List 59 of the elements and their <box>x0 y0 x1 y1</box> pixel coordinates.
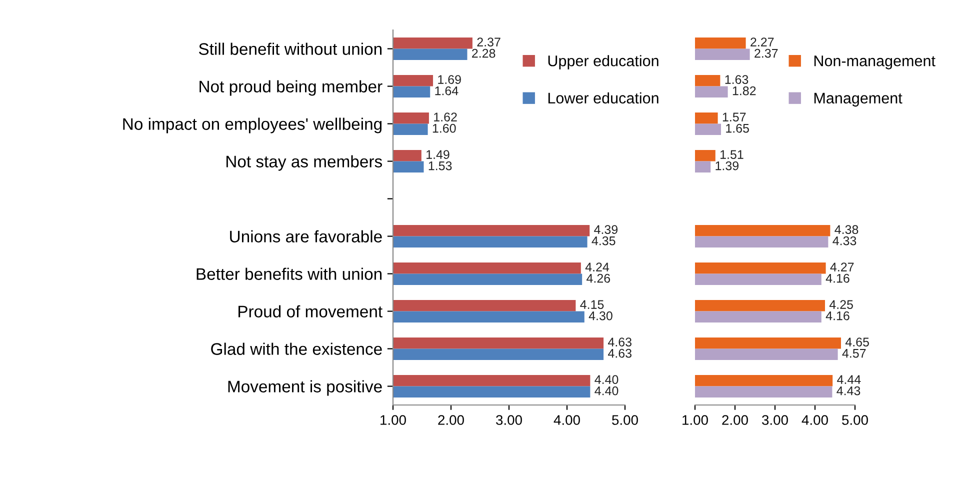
y-tick-label: Still benefit without union <box>198 42 382 55</box>
x-tick-label: 2.00 <box>722 415 748 425</box>
data-label: 4.43 <box>836 386 860 396</box>
data-label: 1.69 <box>438 75 461 84</box>
x-tick-label: 4.00 <box>802 415 828 425</box>
data-label: 4.65 <box>845 338 869 346</box>
data-label: 1.63 <box>725 75 748 84</box>
data-label: 4.63 <box>608 348 632 358</box>
data-label: 2.37 <box>477 38 500 46</box>
legend-label: Management <box>814 92 902 107</box>
y-tick-label: Not proud being member <box>200 80 382 96</box>
data-label: 1.82 <box>732 86 756 96</box>
legend-label: Lower education <box>548 92 658 104</box>
legend-label: Non-management <box>814 56 936 70</box>
data-label: 2.37 <box>754 48 778 58</box>
legend-label: Upper education <box>548 55 658 70</box>
data-label: 1.53 <box>428 161 452 170</box>
y-tick-label: Not stay as members <box>226 155 382 171</box>
data-label: 1.57 <box>722 112 746 122</box>
data-label: 4.40 <box>594 375 618 384</box>
data-label: 4.57 <box>842 349 866 358</box>
data-label: 4.39 <box>594 225 618 234</box>
data-label: 4.35 <box>592 236 616 246</box>
x-tick-label: 5.00 <box>842 415 868 425</box>
x-tick-label: 1.00 <box>682 415 708 425</box>
data-label: 4.15 <box>580 300 604 309</box>
data-label: 4.30 <box>588 311 612 320</box>
y-tick-label: Glad with the existence <box>211 342 382 355</box>
data-label: 4.33 <box>832 236 856 246</box>
y-tick-label: Unions are favorable <box>230 230 382 242</box>
data-label: 1.51 <box>720 150 744 159</box>
data-label: 2.28 <box>472 48 496 58</box>
data-label: 4.16 <box>826 311 850 320</box>
data-label: 1.62 <box>434 112 457 122</box>
data-label: 1.65 <box>726 124 749 133</box>
data-label: 4.27 <box>830 262 854 272</box>
x-tick-label: 3.00 <box>496 415 522 425</box>
y-tick-label: Movement is positive <box>228 380 382 396</box>
data-label: 4.40 <box>594 386 618 396</box>
y-tick-label: No impact on employees' wellbeing <box>123 118 382 134</box>
data-label: 1.60 <box>432 124 456 133</box>
data-label: 2.27 <box>750 38 774 46</box>
data-label: 4.25 <box>829 300 853 309</box>
y-tick-label: Proud of movement <box>238 305 382 318</box>
x-tick-label: 5.00 <box>612 415 638 425</box>
data-label: 1.49 <box>426 150 450 159</box>
x-tick-label: 4.00 <box>554 415 580 425</box>
data-label: 4.26 <box>586 274 610 283</box>
x-tick-label: 3.00 <box>762 415 788 425</box>
x-tick-label: 2.00 <box>438 415 464 425</box>
data-label: 4.63 <box>608 338 632 346</box>
data-label: 1.39 <box>716 161 739 170</box>
data-label: 4.38 <box>834 225 858 234</box>
data-label: 1.64 <box>435 86 458 96</box>
x-tick-label: 1.00 <box>380 415 406 425</box>
data-label: 4.44 <box>837 375 861 384</box>
y-tick-label: Better benefits with union <box>196 268 382 280</box>
data-label: 4.16 <box>826 274 850 283</box>
data-label: 4.24 <box>585 262 610 272</box>
